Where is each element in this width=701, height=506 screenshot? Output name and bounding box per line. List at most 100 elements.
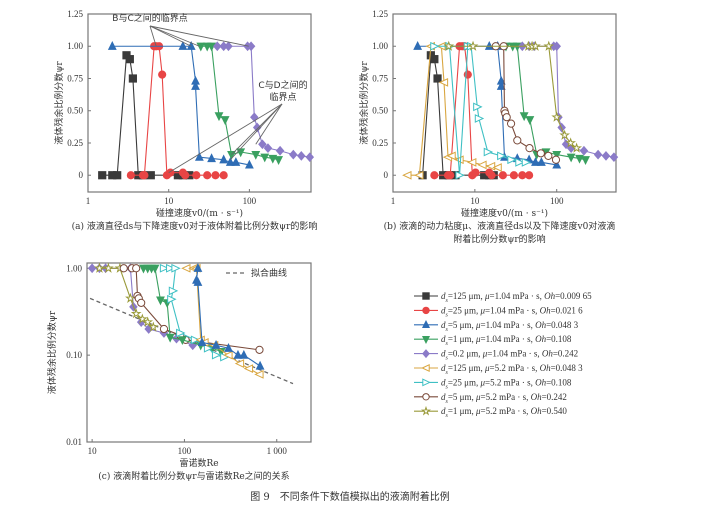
y-tick-label: 0.01 — [66, 437, 82, 447]
legend-label-part: =1 μm, — [448, 406, 476, 416]
series — [402, 41, 502, 180]
marker-triangle-up — [496, 81, 506, 90]
legend-label-part: s — [446, 356, 449, 362]
series — [518, 41, 619, 163]
marker-diamond — [422, 349, 430, 359]
marker-circle — [551, 155, 561, 164]
marker-triangle-up — [244, 159, 254, 169]
marker-triangle-right — [166, 263, 176, 273]
chart-b: 1 10 100 0 0.25 0.50 0.75 1.00 1.25 碰撞速度v0/(m · s… — [358, 9, 619, 245]
marker-triangle-up — [231, 157, 241, 166]
marker-triangle-up — [255, 360, 265, 370]
legend-label-part: Oh — [542, 349, 553, 359]
legend-item: ds=1 μm, μ=1.04 mPa · s, Oh=0.108 — [414, 334, 572, 347]
marker-triangle-up — [211, 340, 221, 349]
marker-triangle-down — [196, 42, 206, 52]
legend-item: ds=25 μm, μ=1.04 mPa · s, Oh=0.021 6 — [414, 305, 583, 318]
marker-star — [125, 292, 136, 303]
marker-triangle-left — [454, 155, 464, 165]
y-tick-label: 1.00 — [67, 41, 83, 51]
marker-triangle-left — [438, 77, 449, 87]
series — [159, 263, 230, 362]
legend-label-part: d — [441, 320, 446, 330]
marker-triangle-up — [107, 41, 117, 50]
legend-label-part: Oh — [540, 305, 551, 315]
marker-triangle-right — [521, 157, 532, 167]
legend-label: ds=125 μm, μ=5.2 mPa · s, Oh=0.048 3 — [441, 363, 583, 376]
annotation-line — [229, 103, 283, 161]
marker-triangle-down — [421, 336, 431, 345]
marker-star — [530, 40, 541, 51]
marker-star — [130, 308, 142, 319]
legend-label-part: =1.04 mPa · s, — [485, 305, 540, 315]
annotation-line — [255, 103, 283, 145]
legend-label-part: d — [441, 406, 446, 416]
marker-triangle-down — [150, 264, 160, 274]
marker-triangle-up — [219, 154, 229, 164]
legend-item: ds=125 μm, μ=5.2 mPa · s, Oh=0.048 3 — [414, 363, 583, 376]
legend-label-part: =0.048 3 — [546, 320, 579, 330]
y-tick-label: 1.25 — [372, 9, 388, 19]
marker-triangle-up — [197, 337, 207, 347]
legend-label-part: Oh — [535, 320, 546, 330]
marker-triangle-left — [254, 370, 264, 379]
marker-star — [559, 129, 571, 140]
marker-star — [103, 262, 114, 273]
marker-square — [128, 74, 137, 83]
marker-star — [571, 142, 582, 153]
marker-triangle-right — [167, 294, 177, 304]
legend-label-part: μ — [480, 377, 486, 387]
marker-diamond — [224, 41, 233, 52]
legend-label-part: μ — [475, 320, 481, 330]
figure-title: 图 9 不同条件下数值模拟出的液滴附着比例 — [250, 490, 450, 503]
legend: ds=125 μm, μ=1.04 mPa · s, Oh=0.009 65ds… — [414, 291, 592, 419]
marker-circle — [158, 70, 167, 79]
series — [192, 263, 265, 370]
legend-label-part: =0.108 — [546, 334, 572, 344]
marker-triangle-down — [260, 153, 270, 163]
x-tick-label: 10 — [164, 196, 174, 206]
x-tick-label: 10 — [88, 446, 98, 456]
marker-circle — [203, 171, 212, 180]
legend-label-part: μ — [475, 334, 481, 344]
x-tick-label: 10 — [470, 196, 480, 206]
legend-item: ds=5 μm, μ=5.2 mPa · s, Oh=0.242 — [414, 392, 567, 405]
marker-circle — [430, 171, 439, 180]
chart-a: 1 10 100 0 0.25 0.50 0.75 1.00 1.25 碰撞速度v0/(m · s… — [53, 9, 317, 232]
marker-circle — [471, 168, 480, 177]
legend-label-part: =0.540 — [542, 406, 568, 416]
marker-triangle-left — [466, 157, 477, 167]
series-line — [130, 45, 224, 177]
marker-triangle-right — [474, 114, 485, 123]
marker-diamond — [87, 263, 97, 274]
marker-triangle-right — [473, 102, 483, 112]
marker-circle — [487, 171, 496, 180]
legend-label-part: =25 μm, — [448, 305, 481, 315]
marker-circle — [502, 113, 511, 122]
marker-square — [113, 171, 122, 180]
legend-label-part: μ — [484, 363, 490, 373]
marker-circle — [525, 171, 534, 180]
legend-label-part: μ — [482, 349, 488, 359]
legend-label-part: s — [446, 413, 449, 419]
marker-circle — [446, 171, 455, 180]
marker-diamond — [263, 143, 273, 154]
marker-triangle-left — [492, 163, 502, 172]
legend-label-part: μ — [484, 291, 490, 301]
marker-triangle-down — [268, 154, 278, 164]
x-tick-label: 100 — [178, 446, 192, 456]
legend-label-part: Oh — [535, 377, 546, 387]
legend-label-part: =0.021 6 — [551, 305, 584, 315]
marker-circle — [506, 119, 516, 128]
marker-triangle-right — [422, 378, 431, 387]
y-tick-label: 0.25 — [372, 138, 388, 148]
marker-triangle-left — [234, 359, 245, 368]
series — [94, 262, 159, 332]
marker-circle — [132, 264, 141, 273]
legend-label-part: =5.2 mPa · s, — [485, 377, 535, 387]
legend-label-part: s — [446, 327, 449, 333]
marker-triangle-down — [566, 153, 576, 163]
marker-triangle-right — [507, 155, 517, 165]
legend-item: ds=25 μm, μ=5.2 mPa · s, Oh=0.108 — [414, 377, 572, 390]
